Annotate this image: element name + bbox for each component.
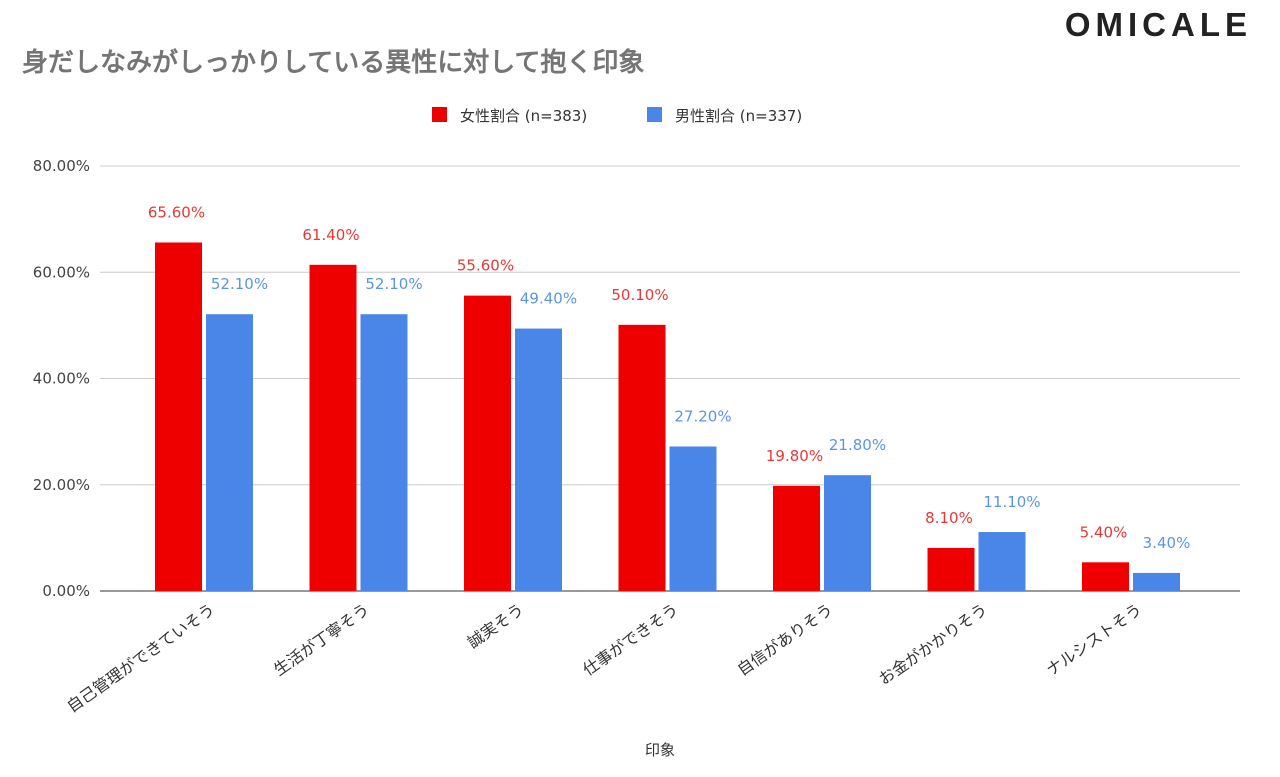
bar bbox=[155, 242, 202, 591]
bar bbox=[206, 314, 253, 591]
legend-label: 女性割合 (n=383) bbox=[460, 107, 587, 125]
y-tick-label: 80.00% bbox=[33, 157, 90, 175]
x-axis-label: 印象 bbox=[645, 741, 675, 759]
data-label: 21.80% bbox=[829, 436, 886, 454]
x-tick-label: お金がかかりそう bbox=[875, 600, 991, 689]
data-label: 27.20% bbox=[674, 408, 731, 426]
bar bbox=[1133, 572, 1180, 591]
data-label: 61.40% bbox=[302, 226, 359, 244]
x-tick-label: 誠実そう bbox=[464, 600, 527, 652]
data-label: 3.40% bbox=[1143, 534, 1191, 552]
x-tick-label: 自己管理ができていそう bbox=[63, 600, 218, 717]
bar bbox=[824, 475, 871, 591]
bar bbox=[309, 264, 357, 591]
bar bbox=[927, 547, 975, 591]
data-label: 50.10% bbox=[611, 286, 668, 304]
data-label: 49.40% bbox=[520, 290, 577, 308]
y-tick-label: 0.00% bbox=[42, 582, 90, 600]
bar bbox=[464, 295, 511, 591]
bar bbox=[669, 446, 717, 591]
chart-title: 身だしなみがしっかりしている異性に対して抱く印象 bbox=[22, 48, 645, 78]
legend-label: 男性割合 (n=337) bbox=[675, 107, 802, 125]
data-label: 52.10% bbox=[211, 275, 268, 293]
x-tick-label: 仕事ができそう bbox=[579, 600, 682, 680]
data-label: 65.60% bbox=[148, 204, 205, 222]
data-label: 55.60% bbox=[457, 257, 514, 275]
data-label: 5.40% bbox=[1080, 523, 1128, 541]
data-label: 19.80% bbox=[766, 447, 823, 465]
bar bbox=[618, 324, 666, 591]
data-label: 11.10% bbox=[983, 493, 1040, 511]
legend-swatch bbox=[647, 107, 662, 122]
legend-swatch bbox=[432, 107, 447, 122]
x-tick-label: ナルシストそう bbox=[1043, 600, 1146, 680]
omicale-logo: OMICALE bbox=[1064, 6, 1252, 43]
y-tick-label: 40.00% bbox=[33, 370, 90, 388]
data-label: 52.10% bbox=[365, 275, 422, 293]
y-tick-label: 20.00% bbox=[33, 476, 90, 494]
x-tick-label: 自信がありそう bbox=[734, 600, 837, 680]
bar bbox=[773, 485, 820, 591]
bar bbox=[978, 532, 1026, 591]
data-label: 8.10% bbox=[925, 509, 973, 527]
y-tick-label: 60.00% bbox=[33, 263, 90, 281]
bar bbox=[515, 328, 562, 591]
bar bbox=[360, 314, 408, 591]
bar bbox=[1082, 562, 1129, 591]
x-tick-label: 生活が丁寧そう bbox=[270, 600, 373, 680]
